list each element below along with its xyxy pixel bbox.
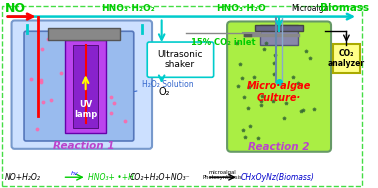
Text: microalgal: microalgal <box>208 170 236 175</box>
Text: Ultrasonic
shaker: Ultrasonic shaker <box>157 50 203 69</box>
Text: Reaction 2: Reaction 2 <box>248 142 310 152</box>
Text: NO: NO <box>5 2 26 15</box>
Text: Microalgal: Microalgal <box>291 4 331 13</box>
Text: 15% CO₂ inlet: 15% CO₂ inlet <box>191 38 255 47</box>
FancyBboxPatch shape <box>255 25 303 31</box>
Text: O₂: O₂ <box>159 87 170 97</box>
FancyBboxPatch shape <box>260 25 298 45</box>
Text: UV
lamp: UV lamp <box>74 100 97 119</box>
FancyBboxPatch shape <box>333 44 360 73</box>
Text: CO₂
analyzer: CO₂ analyzer <box>328 49 365 68</box>
Text: Reaction 1: Reaction 1 <box>53 141 115 151</box>
Text: CO₂+H₂O+NO₃⁻: CO₂+H₂O+NO₃⁻ <box>130 173 191 182</box>
Text: NO+H₂O₂: NO+H₂O₂ <box>5 173 41 182</box>
Text: CHxOyNz(Biomass): CHxOyNz(Biomass) <box>240 173 314 182</box>
Text: Photosynthesis: Photosynthesis <box>202 175 242 180</box>
FancyBboxPatch shape <box>12 20 152 149</box>
FancyBboxPatch shape <box>147 42 214 77</box>
FancyBboxPatch shape <box>65 40 106 133</box>
FancyBboxPatch shape <box>227 21 331 152</box>
FancyBboxPatch shape <box>48 28 120 40</box>
Text: H₂O₂ Solution: H₂O₂ Solution <box>135 80 194 91</box>
FancyBboxPatch shape <box>73 45 98 128</box>
Text: HNO₃·H₂O: HNO₃·H₂O <box>217 4 266 13</box>
Text: Biomass: Biomass <box>321 3 370 13</box>
FancyBboxPatch shape <box>24 31 134 141</box>
Text: HNO₃·H₂O₂: HNO₃·H₂O₂ <box>101 4 155 13</box>
Text: Micro·algae
Culture·: Micro·algae Culture· <box>247 81 311 103</box>
Text: HNO₃+ •+H: HNO₃+ •+H <box>88 173 133 182</box>
Text: hv: hv <box>71 171 79 176</box>
